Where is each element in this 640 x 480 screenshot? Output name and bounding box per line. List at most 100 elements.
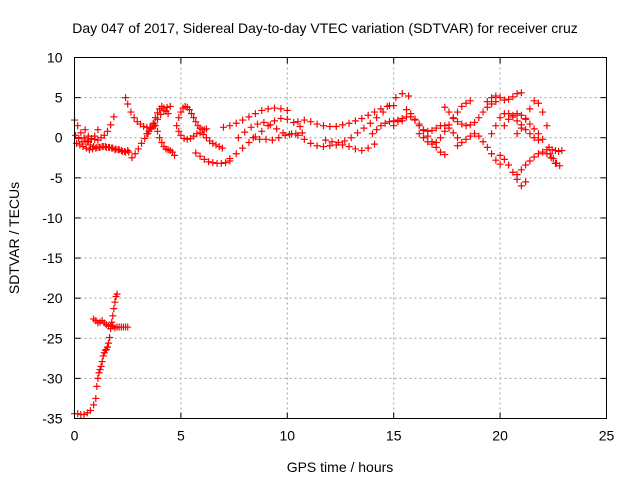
data-point	[556, 162, 564, 170]
data-point	[234, 134, 242, 142]
data-point	[373, 126, 381, 134]
data-point	[539, 108, 547, 116]
data-point	[128, 154, 136, 162]
data-point	[488, 130, 496, 138]
data-point	[539, 148, 547, 156]
data-point	[462, 99, 470, 107]
data-point	[505, 115, 513, 123]
series-arc-early-high	[90, 315, 132, 332]
data-point	[475, 114, 483, 122]
data-point	[271, 104, 279, 112]
data-point	[360, 124, 368, 132]
data-point	[522, 126, 530, 134]
data-point	[351, 117, 359, 125]
data-point	[245, 113, 253, 121]
data-point	[345, 143, 353, 151]
data-point	[108, 144, 116, 152]
data-point	[454, 118, 462, 126]
data-point	[151, 114, 159, 122]
data-point	[260, 118, 268, 126]
data-point	[371, 108, 379, 116]
data-point	[93, 382, 101, 390]
data-point	[91, 132, 99, 140]
data-point	[273, 125, 281, 133]
data-point	[153, 109, 161, 117]
data-point	[258, 106, 266, 114]
data-point	[471, 118, 479, 126]
data-point	[249, 134, 257, 142]
data-point	[72, 131, 80, 139]
data-point	[415, 122, 423, 130]
data-point	[196, 152, 204, 160]
data-point	[111, 298, 119, 306]
data-point	[109, 312, 117, 320]
data-point	[122, 94, 130, 102]
data-point	[81, 126, 89, 134]
data-point	[385, 102, 393, 110]
data-point	[307, 118, 315, 126]
data-point	[105, 143, 113, 151]
data-point	[377, 122, 385, 130]
series-arc-t	[402, 106, 462, 142]
data-point	[153, 127, 161, 135]
data-point	[488, 94, 496, 102]
data-point	[428, 127, 436, 135]
data-point	[345, 119, 353, 127]
data-point	[97, 362, 105, 370]
data-point	[217, 159, 225, 167]
data-point	[94, 374, 102, 382]
data-point	[173, 122, 181, 130]
plot-frame	[74, 57, 607, 419]
data-point	[407, 110, 415, 118]
data-point	[432, 139, 440, 147]
data-point	[534, 99, 542, 107]
y-tick-label: 10	[47, 50, 63, 66]
data-point	[300, 135, 308, 143]
data-point	[110, 113, 118, 121]
x-axis-label: GPS time / hours	[287, 459, 394, 475]
data-point	[500, 122, 508, 130]
data-point	[364, 144, 372, 152]
data-point	[171, 151, 179, 159]
data-point	[256, 135, 264, 143]
data-point	[441, 103, 449, 111]
data-point	[526, 105, 534, 113]
data-point	[351, 145, 359, 153]
data-point	[522, 178, 530, 186]
data-point	[432, 124, 440, 132]
data-point	[271, 117, 279, 125]
data-point	[496, 94, 504, 102]
data-point	[322, 136, 330, 144]
data-point	[277, 105, 285, 113]
data-point	[75, 135, 83, 143]
data-point	[373, 114, 381, 122]
data-point	[254, 120, 262, 128]
data-point	[147, 124, 155, 132]
data-point	[89, 145, 97, 153]
data-point	[157, 110, 165, 118]
data-point	[534, 130, 542, 138]
data-point	[509, 111, 517, 119]
data-point	[466, 132, 474, 140]
data-point	[241, 128, 249, 136]
data-point	[522, 114, 530, 122]
data-point	[86, 406, 94, 414]
data-point	[466, 121, 474, 129]
series-arc-r	[368, 116, 406, 138]
data-point	[458, 120, 466, 128]
data-point	[454, 142, 462, 150]
data-point	[258, 127, 266, 135]
data-point	[150, 120, 158, 128]
data-point	[275, 134, 283, 142]
data-point	[94, 126, 102, 134]
data-point	[509, 93, 517, 101]
y-axis-label: SDTVAR / TECUs	[6, 182, 22, 294]
data-point	[296, 122, 304, 130]
data-point	[398, 90, 406, 98]
data-point	[307, 139, 315, 147]
data-point	[79, 143, 87, 151]
data-point	[449, 129, 457, 137]
data-point	[92, 144, 100, 152]
data-point	[95, 369, 103, 377]
